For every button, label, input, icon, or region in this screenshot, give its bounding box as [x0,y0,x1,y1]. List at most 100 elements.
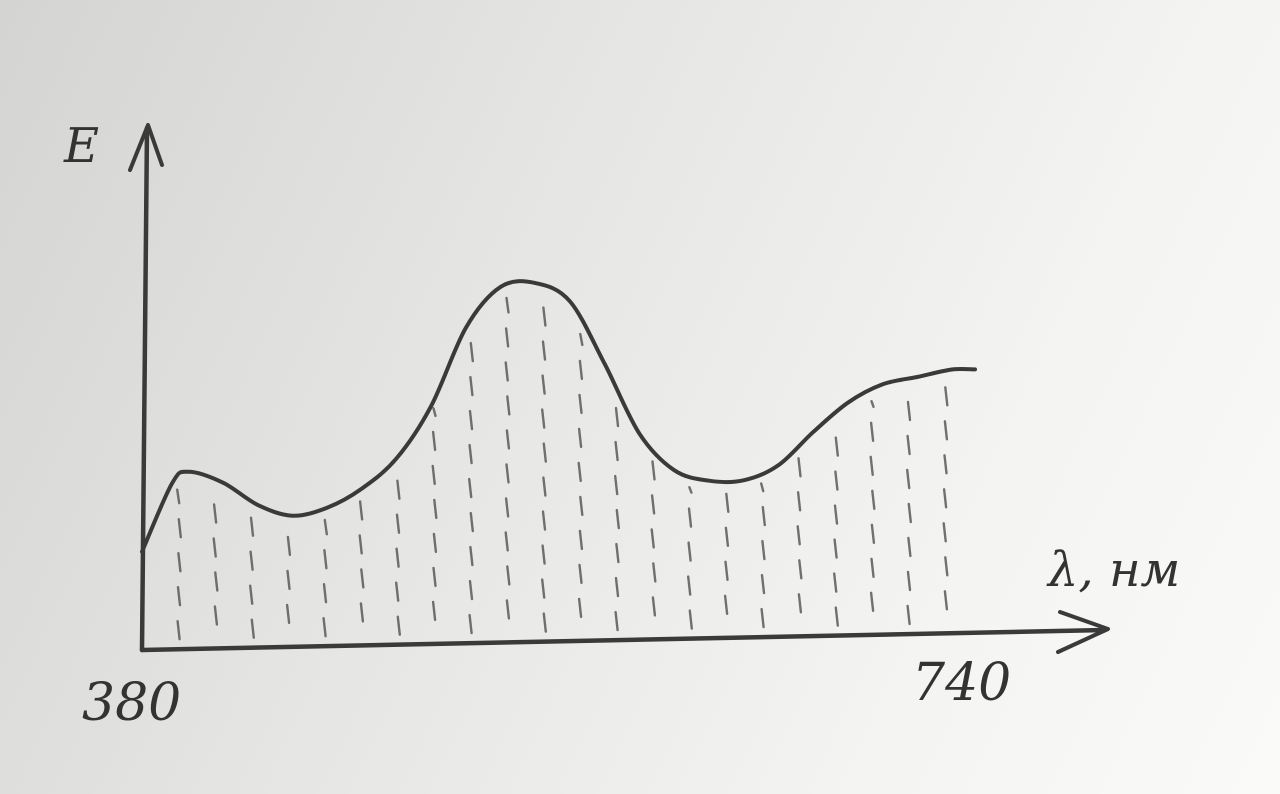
hatch-dash [431,600,437,622]
hatch-dash [870,557,875,578]
y-axis [139,125,150,653]
hatch-dash [542,442,547,463]
hatch-dash [541,374,546,395]
hatch-dash [468,443,473,465]
hatch-dash [542,612,547,633]
hatch-dash [432,566,437,588]
spectrum-curve [140,279,977,554]
hatch-dash [943,420,949,441]
hatch-dash [504,327,510,348]
hatch-dash [760,573,766,595]
hatch-dash [869,591,875,612]
hatch-dash [870,523,876,544]
hatch-dash [906,434,911,456]
hatch-dash [359,602,365,623]
hatch-dash [834,436,839,457]
hatch-dash [285,603,291,625]
hatch-dash [760,482,765,493]
hatch-dash [869,421,875,442]
hatch-dash [724,526,730,547]
hatch-dash [796,491,802,512]
hatch-dash [651,596,657,617]
hatch-dash [578,529,584,551]
hatch-dash [541,510,547,531]
hatch-dash [833,504,839,525]
hatch-dash [797,593,803,614]
hatch-dash [286,535,292,557]
hatch-dash [177,518,183,539]
hatch-dash [468,477,473,499]
hatch-dash [504,361,509,382]
hatch-dash [469,545,474,567]
hatch-dash [175,488,181,505]
hatch-dash [505,599,511,620]
hatch-dash [869,455,874,476]
hatch-dash [396,615,401,636]
hatch-dash [358,500,364,521]
hatch-dash [431,430,437,452]
hatch-dash [176,586,182,607]
hatch-dash [468,409,474,431]
x-axis [139,627,1108,653]
hatch-dash [396,479,401,500]
hatch-dash [834,606,839,627]
x-tick-label-740: 740 [912,653,1011,713]
hatch-dash [761,539,766,561]
hatch-dash [614,576,620,598]
hatch-dash [541,544,546,565]
hatch-dash [469,511,474,533]
hatch-dash [249,516,255,537]
hatch-dash [395,513,401,534]
hatch-dash [724,560,729,581]
hatch-dash [614,610,619,632]
hatch-dash [578,563,583,585]
hatch-dash [650,494,656,515]
hatch-dash [395,547,400,568]
hatch-dash [432,407,437,418]
hatch-dash [906,604,911,626]
hatch-dash [943,590,949,611]
hatch-dash [944,556,949,577]
hatch-dash [176,620,181,641]
hatch-dash [942,488,948,509]
hatch-dash [687,541,692,562]
x-axis-label: λ, нм [1046,542,1180,598]
hatch-dash [577,461,582,483]
hatch-dash [906,400,912,422]
hatch-dash [541,340,547,361]
hatch-dash [725,492,730,513]
x-tick-label-380: 380 [82,673,181,733]
hatch-dash [504,531,509,552]
hatch-dash [541,408,546,429]
hatch-dash [760,607,765,629]
hatch-dash [687,507,693,528]
hatch-dash [322,583,328,604]
hatch-dash [796,525,801,546]
hatch-dash [177,552,182,573]
hatch-dash [577,427,583,449]
hatch-dash [578,393,583,415]
hatch-dash [213,605,219,626]
hatch-dash [542,476,547,497]
hatch-dash [286,569,291,591]
hatch-dash [541,578,546,599]
hatch-dash [943,454,948,475]
hatch-dash [469,341,474,363]
hatch-dash [506,565,511,586]
y-axis-label: E [63,118,99,174]
hatch-dash [723,594,729,615]
hatch-dash [505,429,511,450]
hatch-dash [798,559,803,580]
hatch-fill [175,296,949,641]
hatch-dash [579,332,584,347]
hatch-dash [358,534,363,555]
hatch-dash [797,457,802,478]
hatch-dash [615,508,620,530]
hatch-dash [651,460,656,481]
hatch-dash [322,617,327,638]
hatch-dash [504,497,510,518]
hatch-dash [579,495,584,517]
hatch-dash [907,502,912,524]
hatch-dash [214,571,219,592]
